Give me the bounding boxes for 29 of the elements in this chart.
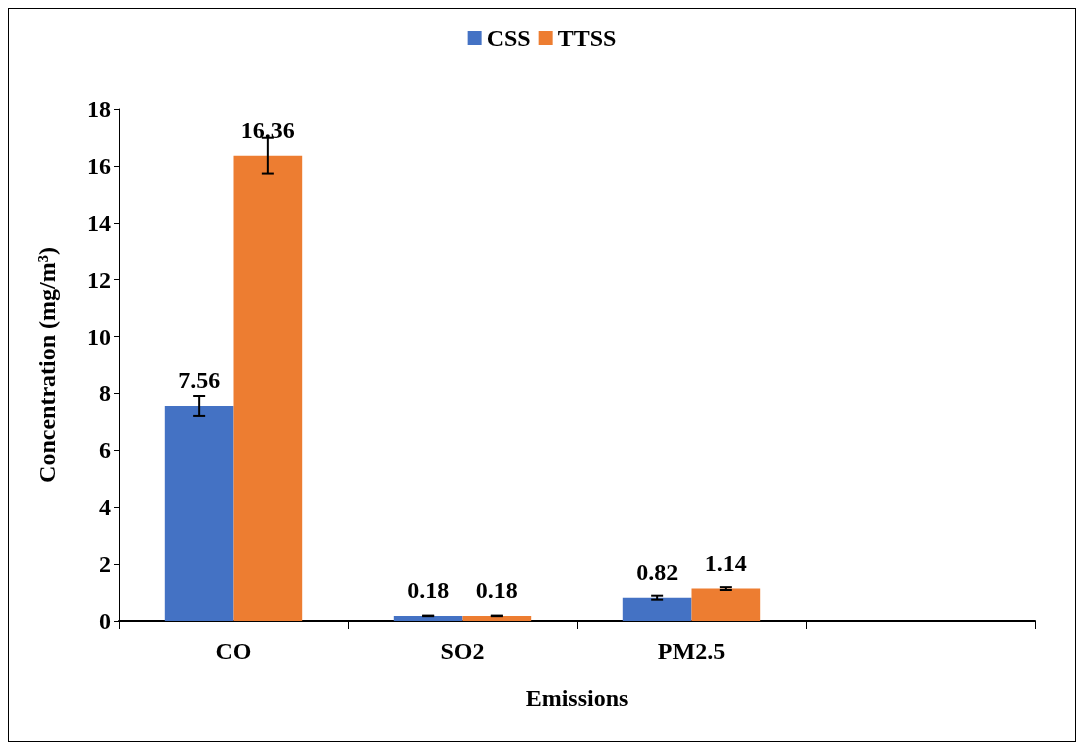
- bar: [462, 615, 532, 621]
- bar: [622, 597, 692, 621]
- x-tick-label: CO: [215, 638, 252, 664]
- bar: [164, 405, 234, 621]
- bar: [233, 155, 303, 621]
- data-label: 0.82: [636, 558, 679, 585]
- x-axis-title: Emissions: [525, 685, 629, 711]
- y-tick-label: 16: [87, 152, 111, 179]
- y-tick-label: 8: [99, 380, 111, 407]
- y-tick-label: 0: [99, 608, 111, 634]
- y-tick-label: 6: [99, 437, 111, 464]
- x-tick-label: SO2: [440, 638, 485, 664]
- y-tick-label: 12: [87, 266, 111, 293]
- y-tick-label: 18: [87, 96, 111, 122]
- data-label: 16.36: [240, 116, 295, 143]
- y-tick-label: 2: [99, 551, 111, 578]
- data-label: 0.18: [475, 576, 518, 603]
- legend-label: TTSS: [557, 25, 617, 51]
- y-tick-label: 10: [87, 323, 111, 350]
- bar: [393, 615, 463, 621]
- data-label: 0.18: [407, 576, 450, 603]
- y-axis-title: Concentration (mg/m³): [34, 247, 60, 483]
- legend-label: CSS: [486, 25, 531, 51]
- data-label: 7.56: [178, 366, 221, 393]
- bar: [691, 588, 761, 621]
- y-tick-label: 14: [87, 209, 111, 236]
- y-tick-label: 4: [99, 494, 111, 521]
- data-label: 1.14: [704, 549, 747, 576]
- x-tick-label: PM2.5: [657, 638, 726, 664]
